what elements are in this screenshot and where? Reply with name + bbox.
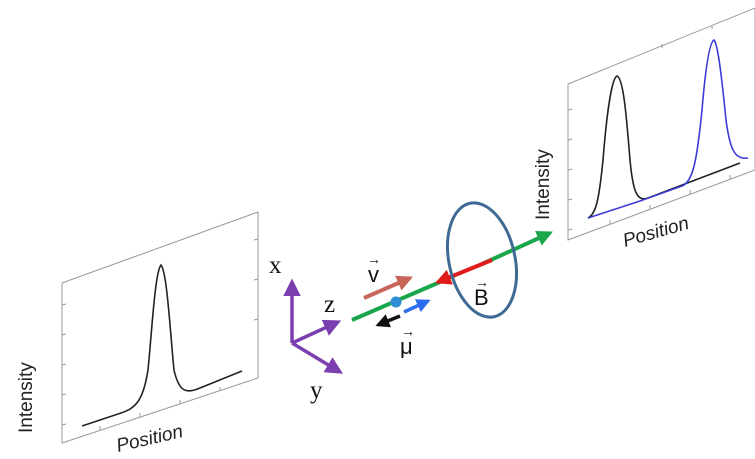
left-position-label: Position <box>114 421 185 457</box>
y-axis-label: y <box>310 377 323 404</box>
right-panel-frame <box>567 7 755 241</box>
left-detector-panel: Intensity Position <box>16 211 259 457</box>
left-panel-frame <box>61 211 259 444</box>
magnet-coil <box>446 201 518 319</box>
beam-outgoing-arrow <box>481 231 553 266</box>
x-axis-label: x <box>269 252 282 279</box>
left-intensity-label: Intensity <box>16 362 37 433</box>
field-vector-arrowhead: → <box>475 274 489 290</box>
y-axis-arrow <box>291 341 343 374</box>
right-position-label: Position <box>621 213 692 252</box>
coordinate-triad <box>283 278 343 374</box>
right-profile-blue <box>587 39 749 219</box>
magnetic-field-arrow <box>435 258 493 285</box>
right-intensity-label: Intensity <box>533 149 554 220</box>
z-axis-label: z <box>324 291 335 318</box>
moment-label: μ <box>400 334 413 359</box>
right-panel-ticks <box>567 25 731 231</box>
field-label: B <box>474 285 489 310</box>
velocity-vector-arrowhead: → <box>367 251 381 267</box>
right-profile-black <box>587 75 741 219</box>
velocity-label: v <box>368 262 379 287</box>
reverse-arrow <box>375 314 401 328</box>
z-axis-arrow <box>291 319 342 345</box>
left-panel-ticks <box>61 238 259 430</box>
moment-arrow <box>403 299 431 314</box>
velocity-arrow <box>363 275 413 300</box>
particle-dot <box>390 296 402 308</box>
moment-vector-arrowhead: → <box>401 323 415 339</box>
left-intensity-profile <box>81 263 243 427</box>
right-detector-panel: Intensity Position <box>533 7 755 252</box>
